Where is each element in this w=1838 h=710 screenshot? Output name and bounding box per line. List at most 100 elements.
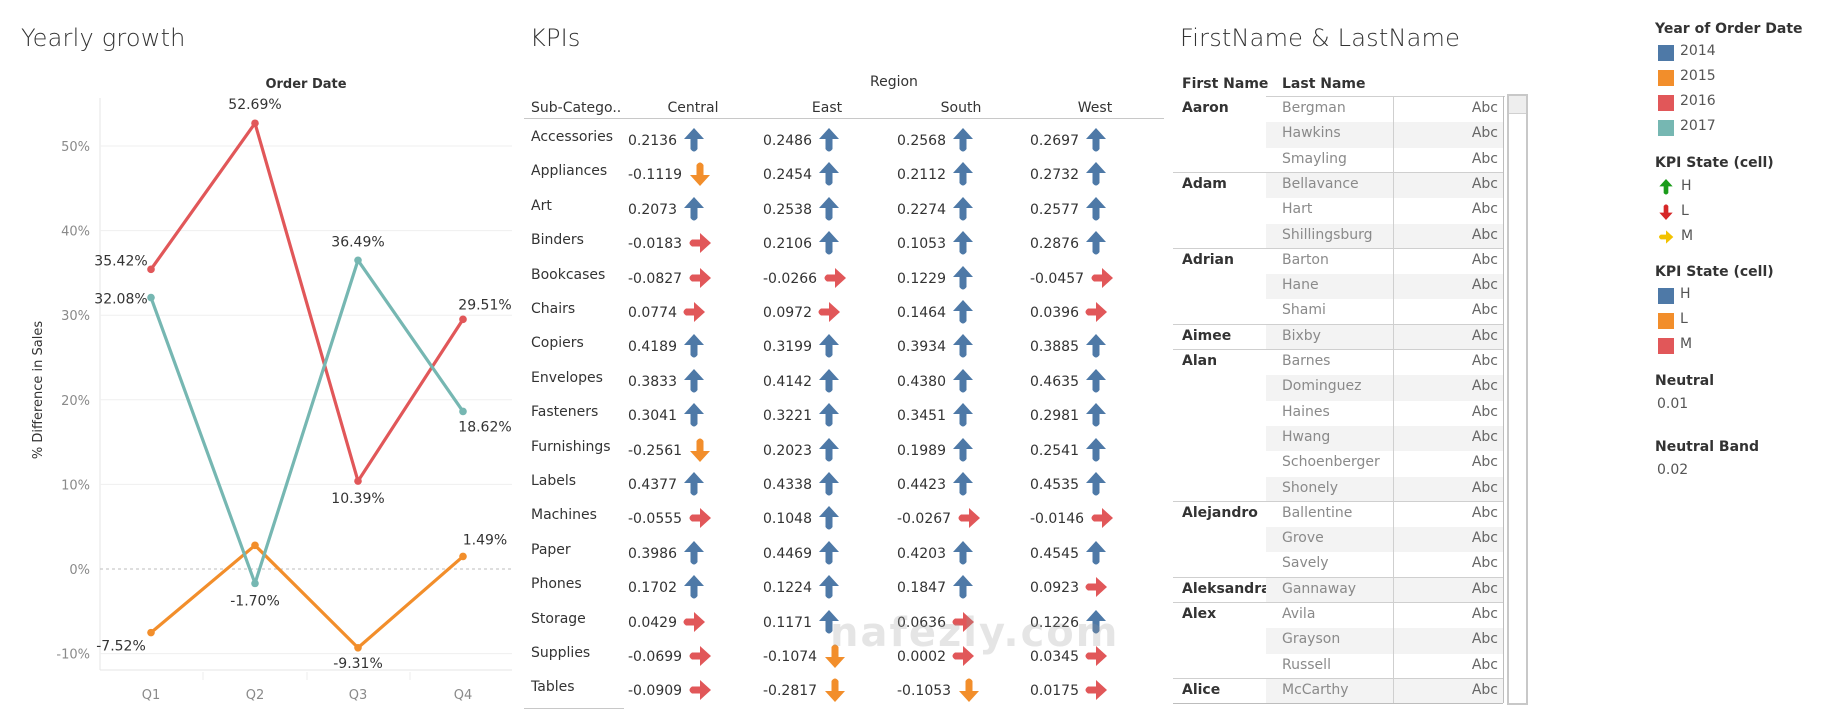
kpi-up-arrow-icon (817, 402, 841, 428)
abc-cell: Abc (1471, 580, 1498, 597)
kpi-down-arrow-icon (688, 161, 712, 187)
kpi-value: 0.3451 (897, 408, 946, 425)
kpi-up-arrow-icon (682, 368, 706, 394)
yearly-growth-chart: % Difference in Sales Order Date -10% 0% 10%… (31, 77, 512, 703)
kpi-value: -0.0266 (763, 270, 818, 287)
kpi-value: 0.2577 (1030, 201, 1079, 218)
kpi-right-arrow-icon (1084, 643, 1108, 669)
kpi-up-arrow-icon (1084, 471, 1108, 497)
last-name-cell: Schoenberger (1282, 454, 1380, 471)
data-label: 18.62% (458, 419, 511, 435)
y-tick-label: -10% (56, 648, 90, 663)
data-point-2016[interactable] (459, 315, 467, 324)
legend-year-title: Year of Order Date (1655, 21, 1803, 37)
kpi-up-arrow-icon (817, 368, 841, 394)
kpi-up-arrow-icon (682, 471, 706, 497)
kpi-up-arrow-icon (951, 265, 975, 291)
legend-swatch-2014[interactable] (1658, 45, 1674, 61)
kpi-value: 0.4635 (1030, 373, 1079, 390)
data-point-2017[interactable] (354, 256, 362, 265)
region-column-header: East (811, 100, 843, 116)
data-point-2016[interactable] (354, 477, 362, 485)
abc-column-divider (1393, 96, 1394, 704)
abc-cell: Abc (1471, 555, 1498, 572)
data-point-2016[interactable] (147, 265, 155, 274)
kpi-value: 0.2274 (897, 201, 946, 218)
kpi-up-arrow-icon (951, 402, 975, 428)
data-point-2017[interactable] (147, 293, 155, 302)
region-column-header: West (1077, 100, 1113, 116)
series-line-2016 (149, 121, 465, 483)
last-name-cell: Haines (1282, 403, 1330, 420)
group-divider (1173, 323, 1503, 325)
data-label: 32.08% (94, 292, 147, 308)
legend-swatch-L[interactable] (1658, 313, 1674, 329)
header-divider (524, 118, 1164, 119)
data-point-2015[interactable] (459, 552, 467, 561)
legend-swatch-H[interactable] (1658, 288, 1674, 304)
last-name-cell: Bergman (1282, 100, 1346, 116)
legend-label: M (1680, 336, 1693, 352)
data-label: -7.52% (96, 639, 146, 655)
sub-category-label: Labels (531, 473, 577, 489)
kpi-up-arrow-icon (817, 574, 841, 600)
arrow-right-icon (1658, 228, 1674, 246)
kpi-value: 0.2981 (1030, 408, 1079, 425)
data-point-2017[interactable] (251, 579, 259, 588)
data-point-2015[interactable] (251, 541, 259, 550)
kpi-right-arrow-icon (1084, 574, 1108, 600)
kpi-value: -0.1053 (897, 683, 952, 700)
data-point-2015[interactable] (354, 643, 362, 652)
abc-cell: Abc (1471, 428, 1498, 445)
kpi-value: 0.2454 (763, 167, 812, 184)
kpi-value: 0.0002 (897, 649, 946, 665)
kpi-value: 0.1989 (897, 442, 946, 459)
kpi-value: 0.4545 (1030, 545, 1079, 562)
kpi-value: 0.0396 (1030, 305, 1079, 321)
neutral-param-value: 0.01 (1657, 396, 1689, 412)
y-tick-label: 0% (69, 563, 90, 578)
kpi-up-arrow-icon (682, 402, 706, 428)
legend-label: 2014 (1680, 43, 1716, 59)
kpi-value: -0.0183 (628, 236, 683, 253)
last-name-cell: Hart (1282, 201, 1313, 218)
abc-cell: Abc (1471, 100, 1498, 116)
arrow-up-icon (1658, 178, 1674, 196)
kpi-value: 0.3221 (763, 408, 812, 425)
abc-right-border (1503, 96, 1504, 704)
names-scrollbar[interactable] (1507, 94, 1528, 706)
kpi-down-arrow-icon (823, 643, 847, 669)
kpi-up-arrow-icon (951, 230, 975, 256)
legend-swatch-2015[interactable] (1658, 70, 1674, 86)
sub-category-label: Copiers (531, 335, 584, 352)
kpi-value: 0.2697 (1030, 133, 1079, 149)
sub-category-label: Chairs (531, 301, 576, 317)
kpi-title: KPIs (530, 24, 581, 52)
data-label: -1.70% (230, 593, 280, 609)
scrollbar-thumb[interactable] (1509, 96, 1526, 114)
first-name-cell: Aleksandra (1182, 580, 1271, 597)
kpi-right-arrow-icon (817, 299, 841, 325)
kpi-up-arrow-icon (1084, 402, 1108, 428)
last-name-cell: Shillingsburg (1282, 226, 1373, 243)
data-point-2015[interactable] (147, 628, 155, 637)
kpi-value: 0.2541 (1030, 442, 1079, 459)
data-point-2016[interactable] (251, 119, 259, 128)
legend-swatch-2016[interactable] (1658, 95, 1674, 111)
first-name-header: First Name (1182, 76, 1269, 92)
last-name-cell: Bixby (1282, 327, 1321, 344)
first-name-cell: Alex (1182, 606, 1217, 622)
kpi-value: -0.0457 (1030, 270, 1085, 287)
kpi-value: 0.4142 (763, 373, 812, 390)
kpi-right-arrow-icon (688, 677, 712, 703)
group-divider (1173, 677, 1503, 679)
last-name-cell: Hawkins (1282, 125, 1341, 142)
legend-swatch-2017[interactable] (1658, 120, 1674, 136)
kpi-up-arrow-icon (1084, 196, 1108, 222)
x-tick-label: Q4 (454, 688, 473, 703)
data-point-2017[interactable] (459, 407, 467, 416)
kpi-right-arrow-icon (688, 505, 712, 531)
row-band (1266, 223, 1503, 249)
legend-swatch-M[interactable] (1658, 338, 1674, 354)
row-band (1266, 122, 1503, 148)
